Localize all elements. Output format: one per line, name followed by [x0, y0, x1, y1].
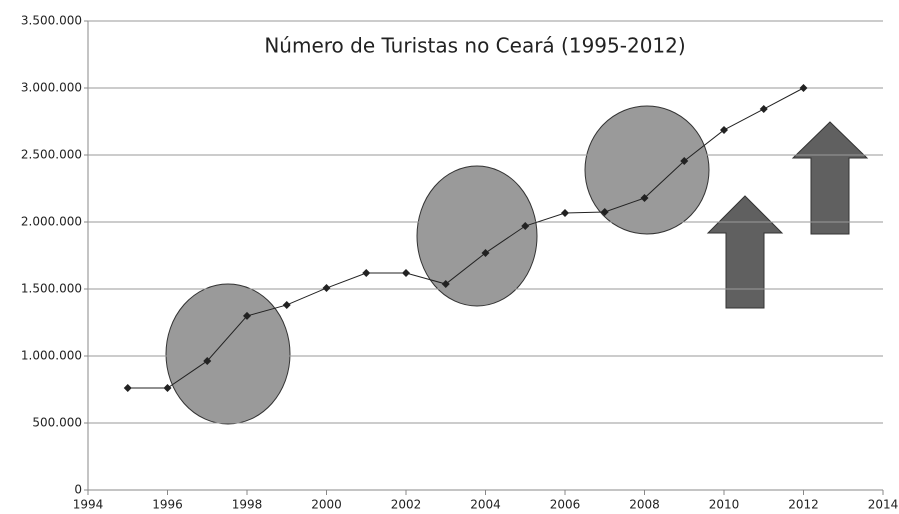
data-point: [521, 222, 530, 231]
decorations: [165, 105, 869, 425]
y-tick-label: 3.500.000: [21, 14, 82, 28]
chart-title: Número de Turistas no Ceará (1995-2012): [264, 34, 685, 58]
data-point: [441, 280, 450, 289]
data-point: [203, 356, 212, 365]
data-point: [720, 125, 728, 134]
x-tick-label: 2014: [868, 498, 899, 512]
x-tick-label: 2000: [311, 498, 342, 512]
y-tick-label: 2.000.000: [21, 215, 82, 229]
highlight-ellipse: [584, 105, 710, 235]
data-point: [640, 194, 649, 203]
x-tick-label: 2008: [629, 498, 660, 512]
data-point: [481, 248, 490, 257]
x-tick-label: 2002: [391, 498, 422, 512]
data-point: [402, 269, 410, 278]
data-point: [561, 209, 569, 218]
x-tick-label: 2006: [550, 498, 581, 512]
up-arrow: [706, 195, 784, 309]
y-tick-label: 500.000: [32, 416, 82, 430]
data-point: [759, 105, 768, 114]
data-point: [600, 207, 609, 216]
x-tick-label: 2004: [470, 498, 501, 512]
data-point: [322, 284, 331, 293]
data-line: [127, 87, 804, 389]
up-arrow: [791, 121, 869, 235]
x-tick-label: 1996: [152, 498, 183, 512]
x-tick-label: 1998: [232, 498, 263, 512]
x-tick-label: 1994: [73, 498, 104, 512]
y-tick-label: 1.500.000: [21, 282, 82, 296]
x-tick-label: 2010: [709, 498, 740, 512]
y-tick-label: 1.000.000: [21, 349, 82, 363]
data-point: [243, 311, 251, 320]
data-point: [362, 269, 371, 278]
y-tick-label: 0: [74, 483, 82, 497]
y-tick-label: 2.500.000: [21, 148, 82, 162]
highlight-ellipse: [165, 283, 291, 425]
data-point: [123, 384, 132, 393]
highlight-ellipse: [416, 165, 538, 307]
data-point: [799, 84, 808, 92]
data-point: [680, 157, 689, 166]
data-point: [282, 300, 291, 309]
data-point: [163, 384, 172, 393]
y-tick-label: 3.000.000: [21, 81, 82, 95]
x-tick-label: 2012: [788, 498, 819, 512]
